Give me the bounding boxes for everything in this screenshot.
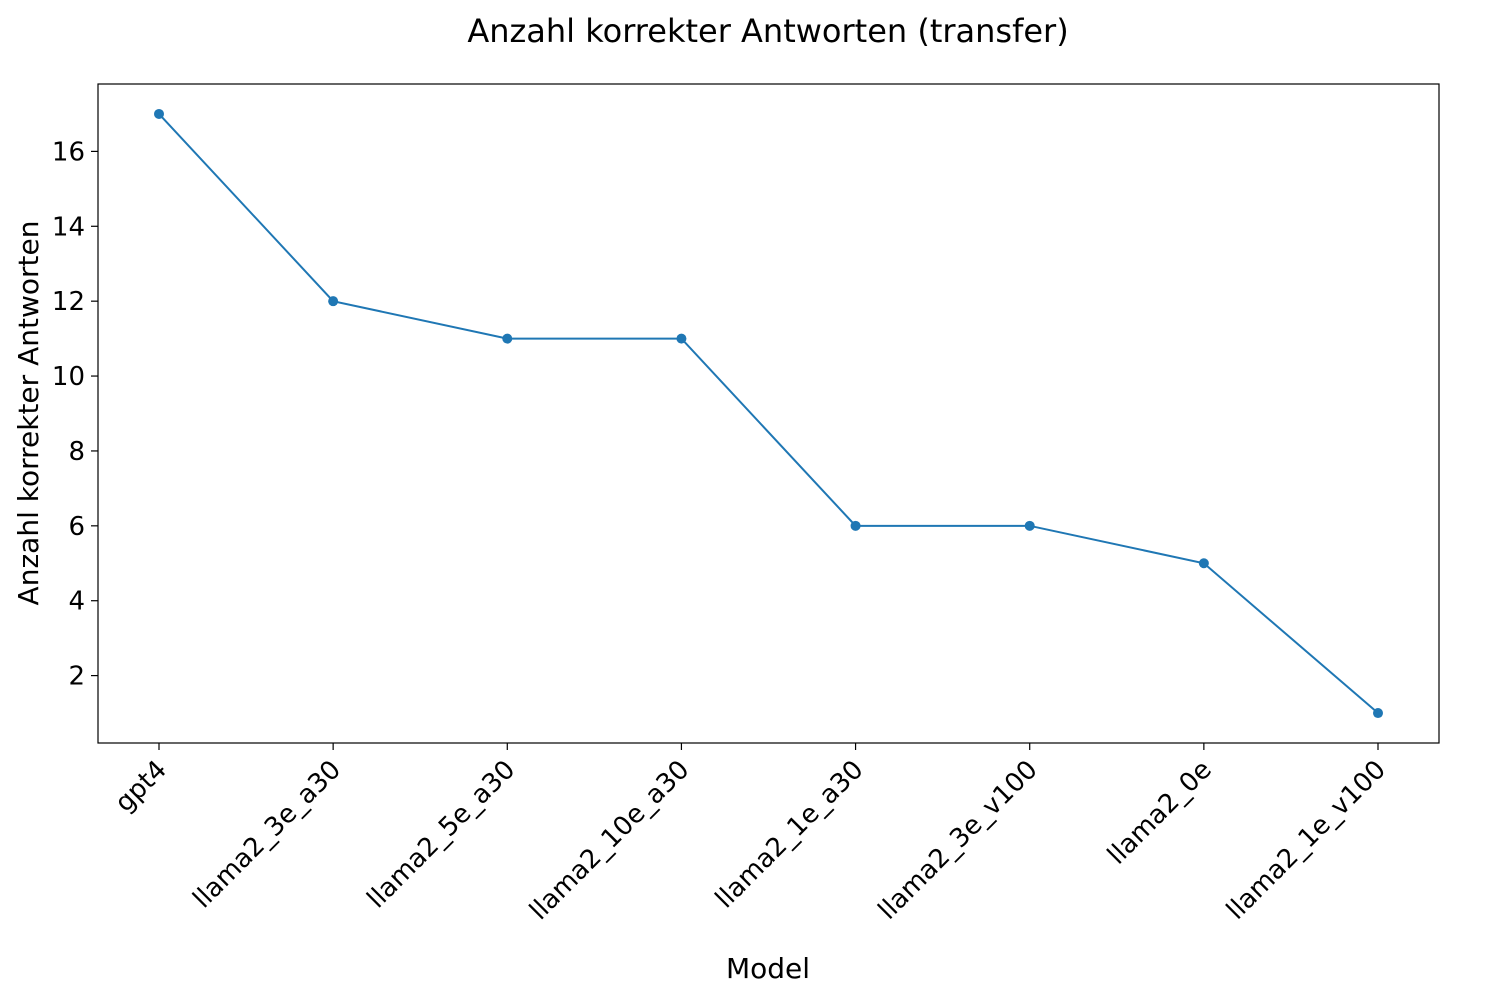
y-tick-label: 2 [68,662,85,692]
data-point [328,296,339,307]
x-tick-label: llama2_0e [1102,755,1218,871]
series-line [158,113,1379,714]
x-axis-label: Model [726,952,810,985]
plot-area [154,108,1383,719]
y-tick-label: 4 [68,587,85,617]
data-point [1373,708,1383,719]
data-point [154,108,164,119]
y-axis: 2 4 6 8 10 12 14 16 [52,137,98,692]
y-tick-label: 10 [52,362,85,392]
y-tick-label: 14 [52,212,85,242]
x-tick-label: llama2_3e_v100 [873,755,1044,926]
x-tick-label: llama2_5e_a30 [362,755,522,915]
data-point [1198,558,1209,569]
data-point [850,520,861,531]
x-tick-label: llama2_1e_a30 [710,755,870,915]
y-tick-label: 8 [68,437,85,467]
data-point [676,333,687,344]
y-tick-label: 16 [52,137,85,167]
x-tick-label: llama2_3e_a30 [187,755,347,915]
chart-title: Anzahl korrekter Antworten (transfer) [467,12,1068,50]
x-tick-label: llama2_10e_a30 [524,755,695,926]
y-tick-label: 12 [52,287,85,317]
data-point [502,333,513,344]
x-axis: gpt4 llama2_3e_a30 llama2_5e_a30 llama2_10e… [109,743,1392,926]
x-tick-label: gpt4 [109,755,172,818]
data-point [1024,520,1035,531]
x-tick-label: llama2_1e_v100 [1221,755,1392,926]
y-axis-label: Anzahl korrekter Antworten [12,221,45,606]
plot-frame [97,83,1440,744]
y-tick-label: 6 [68,512,85,542]
